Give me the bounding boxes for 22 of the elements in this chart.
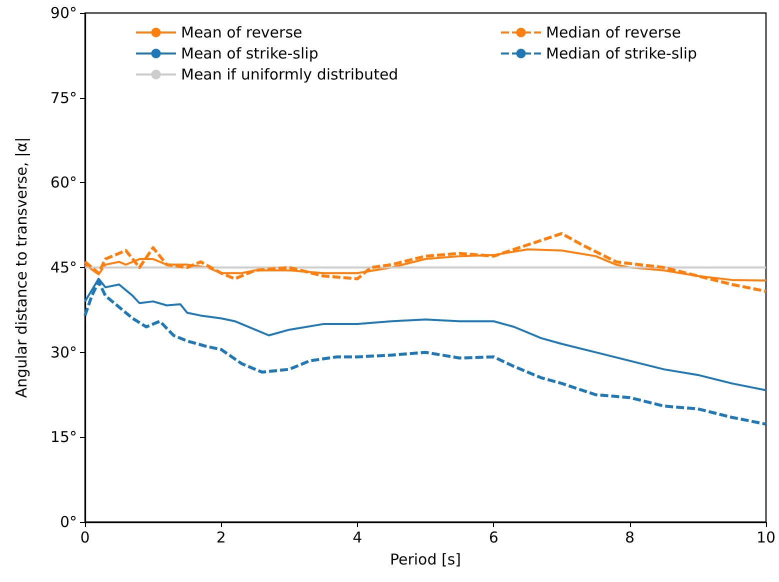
x-tick-label: 8 bbox=[625, 528, 635, 546]
x-tick-label: 6 bbox=[488, 528, 498, 546]
legend-label: Mean if uniformly distributed bbox=[181, 66, 398, 84]
x-axis-title: Period [s] bbox=[390, 550, 462, 568]
y-tick-label: 60° bbox=[50, 174, 77, 192]
y-tick-label: 15° bbox=[50, 428, 77, 446]
y-tick-label: 0° bbox=[60, 513, 77, 531]
x-tick-label: 0 bbox=[80, 528, 90, 546]
y-tick-label: 75° bbox=[50, 88, 77, 107]
y-tick-label: 90° bbox=[50, 4, 77, 22]
legend-label: Median of strike-slip bbox=[546, 44, 698, 62]
legend-label: Median of reverse bbox=[546, 24, 681, 42]
line-series bbox=[84, 232, 768, 293]
x-tick-label: 2 bbox=[216, 528, 226, 546]
y-axis-title: Angular distance to transverse, |α| bbox=[12, 137, 30, 398]
x-tick-label: 10 bbox=[756, 528, 776, 546]
legend-label: Mean of reverse bbox=[181, 24, 302, 42]
x-tick-label: 4 bbox=[352, 528, 362, 546]
y-tick-label: 30° bbox=[50, 343, 77, 362]
line-series bbox=[84, 280, 768, 426]
legend-label: Mean of strike-slip bbox=[181, 44, 318, 62]
y-tick-label: 45° bbox=[50, 258, 77, 276]
